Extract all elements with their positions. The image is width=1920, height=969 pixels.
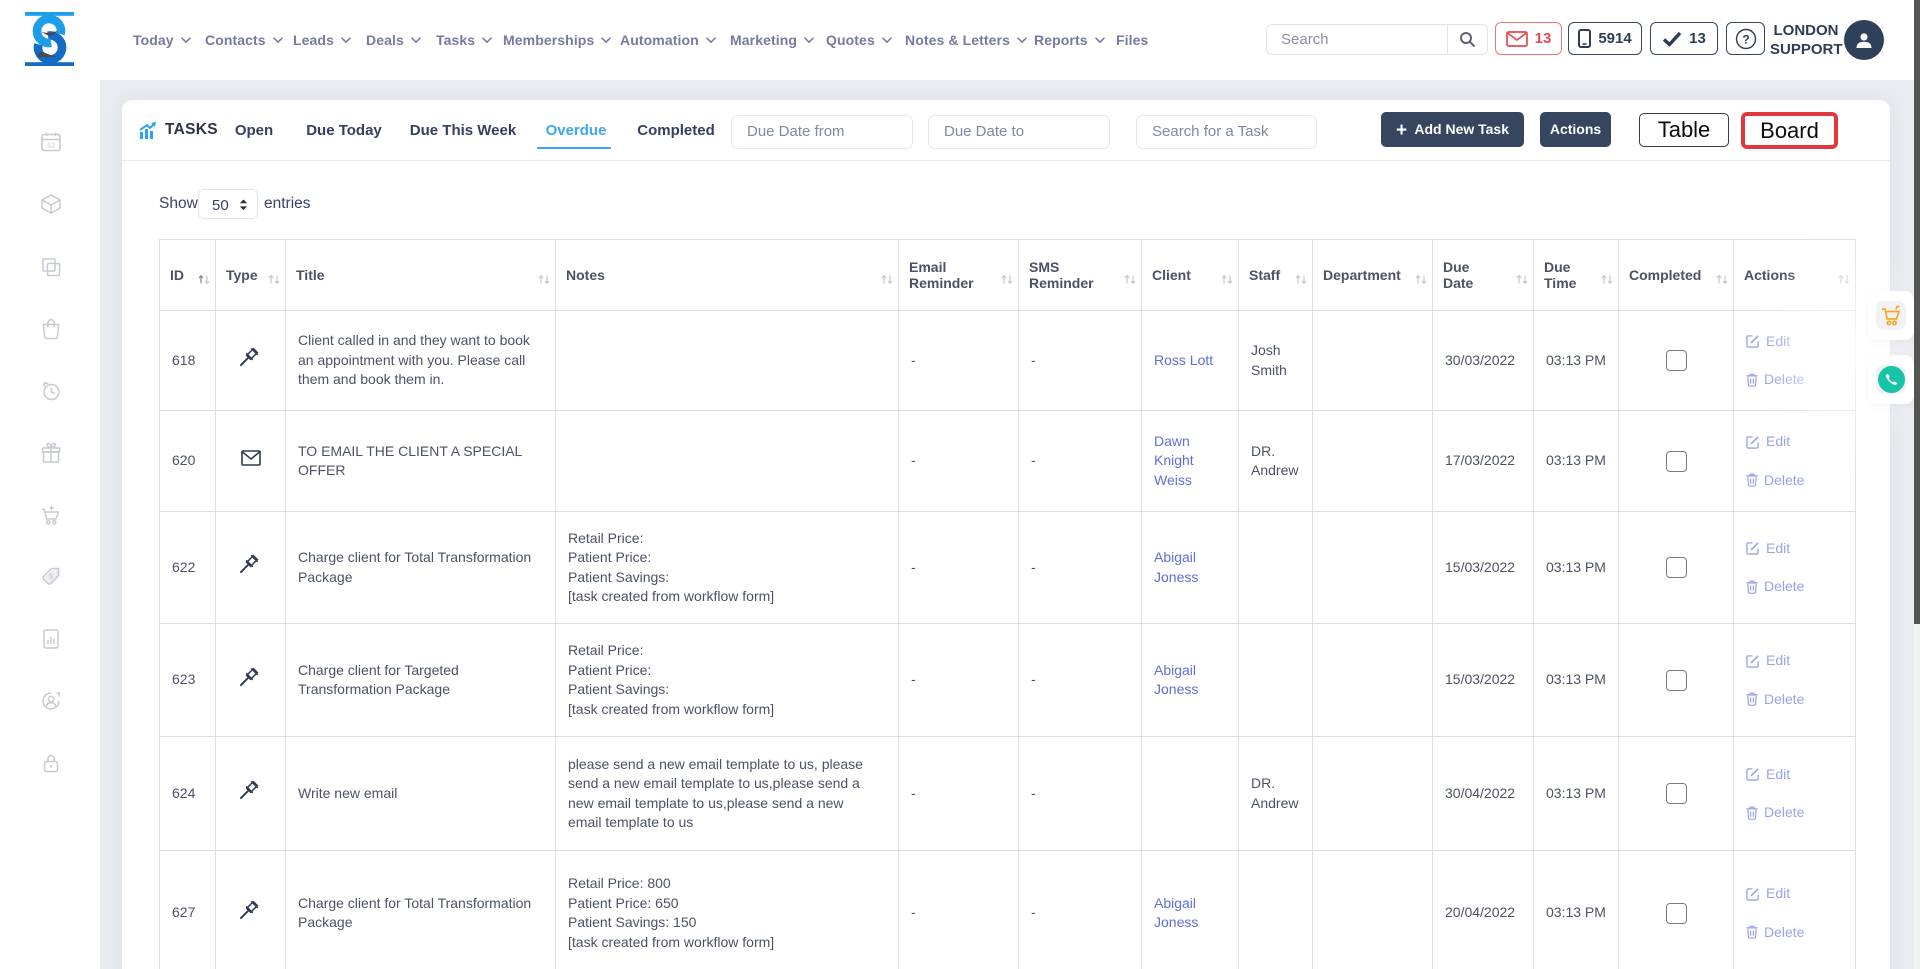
svg-text:12: 12: [47, 141, 55, 150]
svg-text:?: ?: [1742, 32, 1749, 46]
svg-text:$: $: [49, 572, 54, 581]
